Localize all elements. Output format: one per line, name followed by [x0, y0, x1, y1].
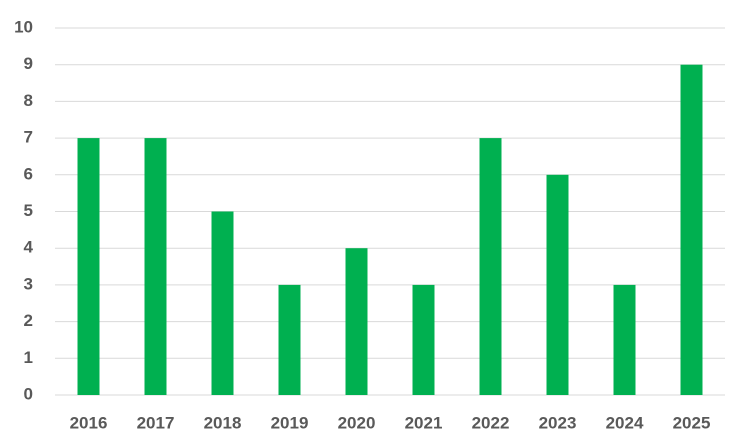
x-tick-label: 2024 — [606, 413, 644, 432]
y-tick-label: 7 — [24, 128, 33, 147]
y-tick-label: 6 — [24, 164, 33, 183]
bar — [613, 284, 636, 395]
y-tick-label: 9 — [24, 54, 33, 73]
x-tick-label: 2019 — [271, 413, 309, 432]
x-tick-label: 2017 — [137, 413, 175, 432]
x-tick-label: 2016 — [70, 413, 108, 432]
bar — [345, 248, 368, 395]
y-tick-label: 1 — [24, 348, 33, 367]
y-tick-label: 5 — [24, 201, 33, 220]
bar — [412, 284, 435, 395]
bar — [479, 138, 502, 395]
y-tick-label: 10 — [14, 17, 33, 36]
x-tick-label: 2023 — [539, 413, 577, 432]
bar — [546, 174, 569, 395]
x-tick-label: 2025 — [673, 413, 711, 432]
y-tick-label: 4 — [24, 238, 34, 257]
x-tick-label: 2021 — [405, 413, 443, 432]
y-tick-label: 2 — [24, 311, 33, 330]
y-tick-label: 0 — [24, 384, 33, 403]
bar — [77, 138, 100, 395]
x-tick-label: 2018 — [204, 413, 242, 432]
bar — [278, 284, 301, 395]
bar — [144, 138, 167, 395]
x-tick-label: 2022 — [472, 413, 510, 432]
x-tick-label: 2020 — [338, 413, 376, 432]
y-tick-label: 3 — [24, 274, 33, 293]
bar — [680, 64, 703, 395]
bar — [211, 211, 234, 395]
y-tick-label: 8 — [24, 91, 33, 110]
